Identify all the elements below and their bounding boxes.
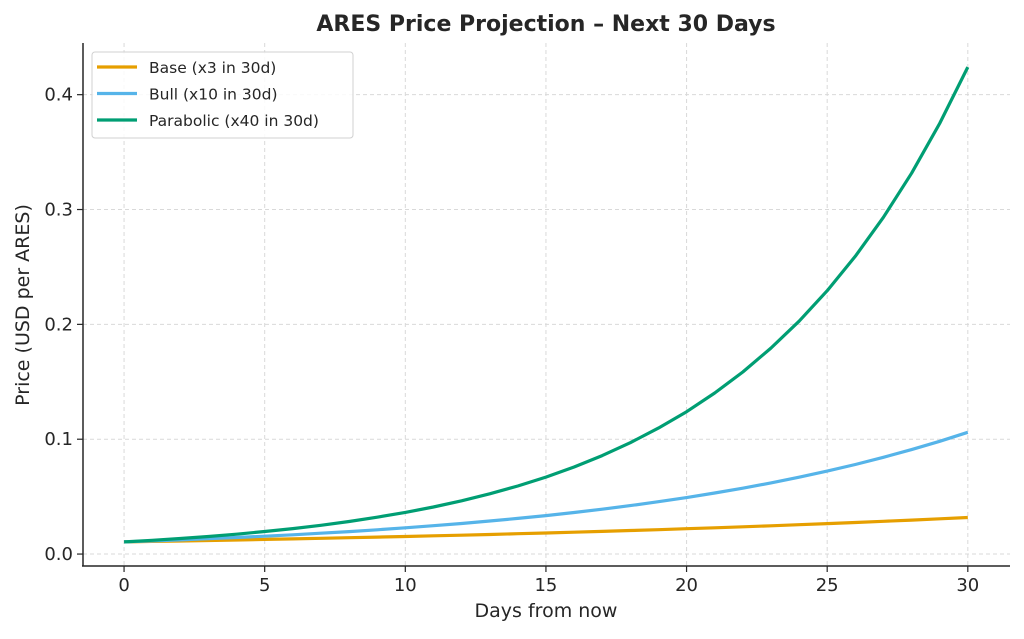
x-tick-label: 0 — [118, 575, 129, 596]
y-tick-label: 0.0 — [44, 544, 73, 565]
x-tick-label: 30 — [956, 575, 979, 596]
ticks: 0 5 10 15 20 25 30 0.0 0.1 0.2 0.3 0.4 — [44, 85, 979, 596]
series-lines — [124, 66, 970, 544]
x-tick-label: 15 — [534, 575, 557, 596]
legend-label: Bull (x10 in 30d) — [149, 86, 278, 104]
y-axis-label: Price (USD per ARES) — [12, 204, 34, 406]
y-tick-label: 0.2 — [44, 314, 73, 335]
legend: Base (x3 in 30d) Bull (x10 in 30d) Parabol… — [91, 51, 354, 139]
chart-title: ARES Price Projection – Next 30 Days — [316, 12, 775, 37]
x-tick-label: 25 — [816, 575, 839, 596]
series-line-bull — [124, 430, 969, 544]
y-tick-label: 0.3 — [44, 200, 73, 221]
x-tick-label: 5 — [259, 575, 270, 596]
x-tick-label: 10 — [394, 575, 417, 596]
legend-box — [91, 51, 354, 139]
legend-label: Parabolic (x40 in 30d) — [149, 112, 319, 130]
y-tick-label: 0.4 — [44, 85, 73, 106]
x-tick-label: 20 — [675, 575, 698, 596]
series-line-base — [124, 515, 968, 544]
series-line-parabolic — [124, 66, 970, 544]
legend-label: Base (x3 in 30d) — [149, 59, 276, 77]
x-axis-label: Days from now — [475, 600, 618, 622]
y-tick-label: 0.1 — [44, 429, 73, 450]
